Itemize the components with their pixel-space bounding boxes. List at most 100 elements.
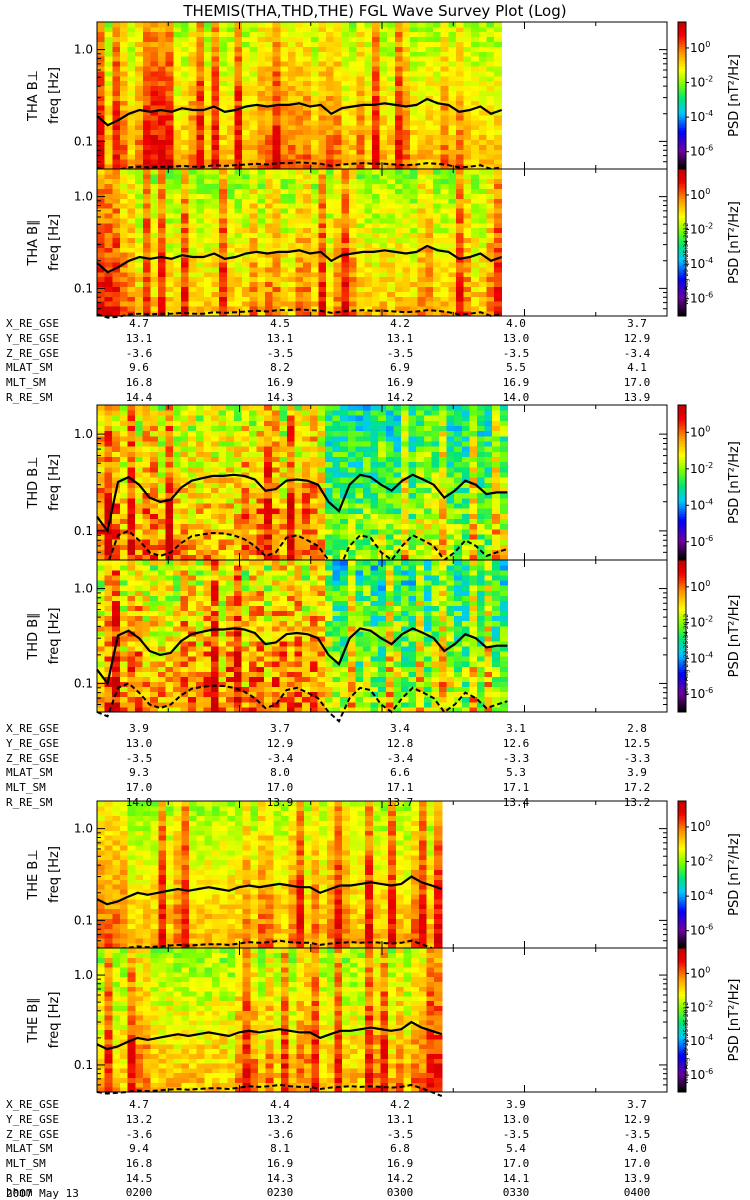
spectrogram-cell <box>264 188 274 194</box>
spectrogram-cell <box>104 90 113 96</box>
spectrogram-cell <box>226 164 235 170</box>
spectrogram-cell <box>303 85 312 91</box>
spectrogram-cell <box>287 154 296 160</box>
spectrogram-cell <box>180 222 190 229</box>
spectrogram-cell <box>364 120 373 126</box>
spectrogram-cell <box>294 425 303 432</box>
spectrogram-cell <box>142 513 151 520</box>
spectrogram-cell <box>310 301 319 307</box>
spectrogram-cell <box>104 120 113 126</box>
spectrogram-cell <box>310 90 319 96</box>
spectrogram-cell <box>364 105 373 111</box>
spectrogram-cell <box>425 66 434 72</box>
spectrogram-cell <box>463 257 472 263</box>
spectrogram-cell <box>393 539 402 545</box>
spectrogram-cell <box>180 120 190 126</box>
spectrogram-cell <box>203 120 212 126</box>
spectrogram-cell <box>180 188 190 194</box>
colorbar-step <box>678 102 686 106</box>
spectrogram-cell <box>279 498 288 504</box>
spectrogram-cell <box>440 281 449 287</box>
spectrogram-cell <box>310 129 319 136</box>
spectrogram-cell <box>402 26 411 33</box>
spectrogram-cell <box>471 232 480 238</box>
spectrogram-cell <box>218 503 227 509</box>
spectrogram-cell <box>279 405 288 411</box>
spectrogram-cell <box>446 425 455 432</box>
spectrogram-cell <box>142 61 151 67</box>
spectrogram-cell <box>272 124 281 131</box>
spectrogram-cell <box>416 492 425 499</box>
spectrogram-cell <box>157 425 166 432</box>
spectrogram-cell <box>446 451 455 458</box>
spectrogram-cell <box>218 487 227 494</box>
spectrogram-cell <box>494 188 503 194</box>
spectrogram-cell <box>226 105 235 111</box>
spectrogram-cell <box>408 425 417 432</box>
spectrogram-cell <box>257 276 266 283</box>
spectrogram-cell <box>142 134 151 140</box>
spectrogram-cell <box>402 291 411 297</box>
spectrogram-cell <box>173 105 182 111</box>
spectrogram-cell <box>150 441 159 447</box>
spectrogram-cell <box>195 446 204 452</box>
spectrogram-cell <box>112 549 121 556</box>
spectrogram-cell <box>242 110 251 116</box>
spectrogram-cell <box>463 36 472 42</box>
spectrogram-cell <box>387 139 396 145</box>
spectrogram-cell <box>364 262 373 268</box>
spectrogram-cell <box>242 100 251 106</box>
spectrogram-cell <box>371 80 380 87</box>
spectrogram-cell <box>448 41 457 47</box>
spectrogram-cell <box>439 410 447 416</box>
spectrogram-cell <box>294 492 303 499</box>
spectrogram-cell <box>234 178 243 185</box>
spectrogram-cell <box>371 242 380 248</box>
spectrogram-cell <box>165 529 174 535</box>
spectrogram-cell <box>494 291 503 297</box>
spectrogram-cell <box>158 247 167 253</box>
spectrogram-cell <box>431 472 440 478</box>
spectrogram-cell <box>341 144 350 150</box>
spectrogram-cell <box>478 183 487 189</box>
spectrogram-cell <box>242 242 251 248</box>
spectrogram-cell <box>119 90 128 96</box>
colorbar-step <box>678 247 686 251</box>
spectrogram-cell <box>387 110 396 116</box>
spectrogram-cell <box>287 41 296 47</box>
spectrogram-cell <box>264 154 274 160</box>
spectrogram-cell <box>317 467 326 473</box>
spectrogram-cell <box>478 110 487 116</box>
spectrogram-cell <box>432 159 442 165</box>
spectrogram-cell <box>211 456 219 463</box>
spectrogram-cell <box>348 276 358 283</box>
spectrogram-cell <box>494 100 503 106</box>
spectrogram-cell <box>188 523 197 530</box>
spectrogram-cell <box>471 306 480 312</box>
spectrogram-cell <box>484 508 493 514</box>
spectrogram-cell <box>440 296 449 302</box>
spectrogram-cell <box>333 242 342 248</box>
spectrogram-cell <box>119 534 128 540</box>
spectrogram-cell <box>471 188 480 194</box>
spectrogram-cell <box>317 498 326 504</box>
spectrogram-cell <box>302 503 311 509</box>
spectrogram-cell <box>463 291 472 297</box>
spectrogram-cell <box>119 415 128 421</box>
spectrogram-cell <box>446 410 455 416</box>
spectrogram-cell <box>226 430 235 437</box>
spectrogram-cell <box>455 281 464 287</box>
spectrogram-cell <box>478 257 487 263</box>
colorbar-step <box>678 296 686 300</box>
spectrogram-cell <box>432 203 442 209</box>
spectrogram-cell <box>310 257 319 263</box>
spectrogram-cell <box>394 276 403 283</box>
spectrogram-cell <box>211 467 219 473</box>
spectrogram-cell <box>425 257 434 263</box>
spectrogram-cell <box>180 477 189 483</box>
spectrogram-cell <box>135 492 143 499</box>
spectrogram-cell <box>387 36 396 42</box>
spectrogram-cell <box>410 276 419 283</box>
spectrogram-cell <box>348 90 358 96</box>
